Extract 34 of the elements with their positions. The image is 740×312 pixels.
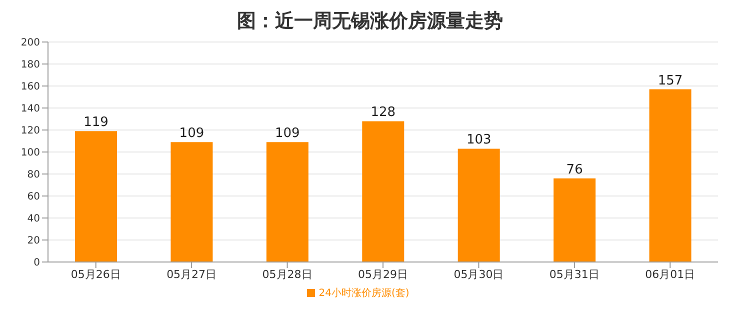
x-tick-label: 05月28日 xyxy=(262,268,312,281)
y-tick-label: 120 xyxy=(20,126,40,137)
data-label: 103 xyxy=(466,132,492,148)
legend-label: 24小时涨价房源(套) xyxy=(318,288,410,299)
y-tick-label: 100 xyxy=(20,148,40,159)
y-tick-label: 20 xyxy=(27,236,40,247)
bar xyxy=(362,121,404,262)
bar xyxy=(649,89,692,262)
bar xyxy=(170,142,213,262)
y-tick-label: 160 xyxy=(20,82,40,93)
bar xyxy=(554,178,596,262)
data-label: 128 xyxy=(370,105,396,120)
data-label: 109 xyxy=(275,126,300,142)
bar xyxy=(458,148,500,262)
data-label: 109 xyxy=(179,126,204,142)
y-tick-label: 180 xyxy=(20,60,40,71)
bar xyxy=(75,131,117,262)
y-tick-label: 40 xyxy=(27,214,40,225)
x-tick-label: 06月01日 xyxy=(645,268,696,281)
x-tick-label: 05月30日 xyxy=(454,268,504,281)
x-tick-label: 05月31日 xyxy=(549,268,600,281)
y-tick-label: 0 xyxy=(34,258,40,269)
x-tick-label: 05月29日 xyxy=(358,268,408,281)
chart-title: 图：近一周无锡涨价房源量走势 xyxy=(236,9,504,34)
bar xyxy=(266,142,308,262)
y-tick-label: 60 xyxy=(27,192,40,203)
y-tick-label: 200 xyxy=(20,38,40,49)
data-label: 157 xyxy=(658,73,683,88)
y-tick-label: 80 xyxy=(27,170,40,181)
x-tick-label: 05月27日 xyxy=(166,268,217,281)
data-label: 76 xyxy=(566,162,583,178)
y-tick-label: 140 xyxy=(20,104,40,115)
data-label: 119 xyxy=(84,115,108,130)
x-tick-label: 05月26日 xyxy=(70,268,121,281)
